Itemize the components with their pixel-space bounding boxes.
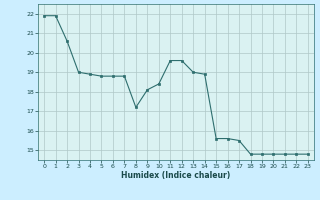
X-axis label: Humidex (Indice chaleur): Humidex (Indice chaleur) bbox=[121, 171, 231, 180]
